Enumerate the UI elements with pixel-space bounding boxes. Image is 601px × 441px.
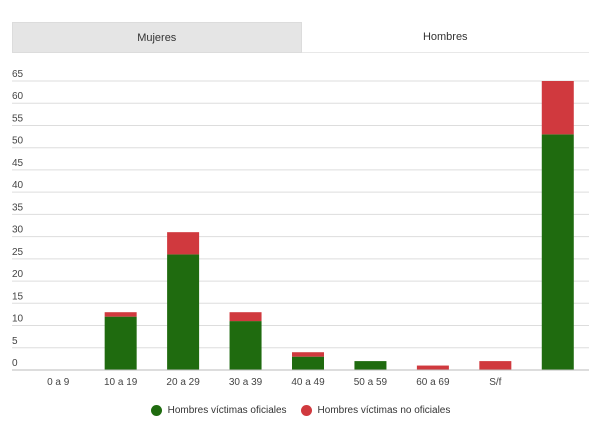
stacked-bar-chart: 0 5 10 15 20 25 30 35 40 45 50 55 60 65 0 a 9 10 a 19 20… <box>12 69 589 388</box>
x-tick-label: 50 a 59 <box>354 377 388 388</box>
y-tick-label: 35 <box>12 202 24 213</box>
bar-oficiales[interactable] <box>292 356 324 370</box>
y-tick-label: 15 <box>12 291 24 302</box>
legend-dot-oficiales <box>150 405 162 416</box>
x-tick-label: 10 a 19 <box>104 377 138 388</box>
bar-no-oficiales[interactable] <box>167 232 200 255</box>
y-tick-label: 50 <box>12 136 24 147</box>
x-tick-label: 60 a 69 <box>416 377 450 388</box>
y-tick-label: 5 <box>12 336 18 347</box>
y-tick-label: 0 <box>12 358 18 369</box>
y-tick-label: 30 <box>12 225 24 236</box>
bar-oficiales[interactable] <box>354 361 387 370</box>
x-tick-label: 30 a 39 <box>229 377 263 388</box>
bar-no-oficiales[interactable] <box>229 312 262 322</box>
legend-dot-no-oficiales <box>300 405 312 416</box>
bar-no-oficiales[interactable] <box>416 365 449 370</box>
bar-no-oficiales[interactable] <box>292 352 324 357</box>
bar-oficiales[interactable] <box>541 134 574 370</box>
y-tick-label: 40 <box>12 180 24 191</box>
x-tick-label: S/f <box>489 377 501 388</box>
tab-hombres[interactable]: Hombres <box>301 22 589 53</box>
y-tick-label: 55 <box>12 113 24 124</box>
y-tick-label: 10 <box>12 314 24 325</box>
x-tick-label: 40 a 49 <box>291 377 325 388</box>
legend-item-oficiales[interactable]: Hombres víctimas oficiales <box>150 405 287 416</box>
y-tick-label: 60 <box>12 91 24 102</box>
legend-label-no-oficiales: Hombres víctimas no oficiales <box>317 405 451 416</box>
bar-no-oficiales[interactable] <box>479 361 512 370</box>
y-tick-label: 20 <box>12 269 24 280</box>
tab-mujeres[interactable]: Mujeres <box>12 22 302 53</box>
tab-hombres-label: Hombres <box>422 31 468 43</box>
x-tick-label: 20 a 29 <box>166 377 200 388</box>
gender-tabs: Mujeres Hombres <box>12 22 589 53</box>
legend-label-oficiales: Hombres víctimas oficiales <box>167 405 287 416</box>
bar-no-oficiales[interactable] <box>104 312 137 317</box>
chart-legend: Hombres víctimas oficiales Hombres vícti… <box>0 405 601 416</box>
bar-oficiales[interactable] <box>104 316 137 370</box>
y-tick-label: 65 <box>12 69 24 80</box>
tab-mujeres-label: Mujeres <box>137 31 177 44</box>
y-tick-label: 45 <box>12 158 24 169</box>
bar-oficiales[interactable] <box>229 321 262 370</box>
y-tick-label: 25 <box>12 247 24 258</box>
legend-item-no-oficiales[interactable]: Hombres víctimas no oficiales <box>300 405 451 416</box>
bar-no-oficiales[interactable] <box>541 81 574 135</box>
bar-oficiales[interactable] <box>167 254 200 370</box>
x-tick-label: 0 a 9 <box>47 377 70 388</box>
